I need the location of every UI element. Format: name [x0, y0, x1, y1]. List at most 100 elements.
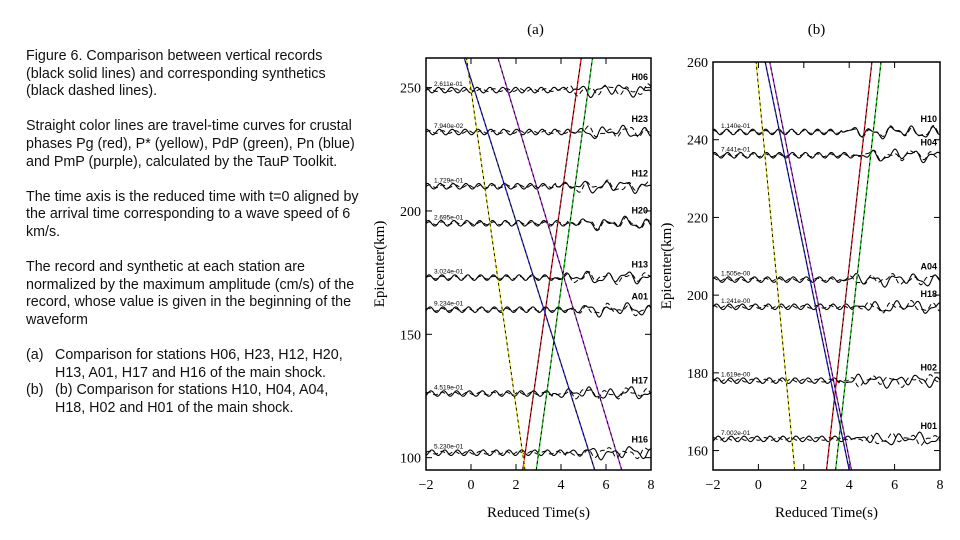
synthetic-waveform-H06 — [426, 83, 651, 97]
caption-item-b-marker: (b) — [26, 382, 44, 399]
travel-time-line-PmP — [769, 62, 853, 470]
plot-frame — [425, 57, 652, 471]
y-tick-label: 160 — [687, 445, 708, 460]
amplitude-label-H18: 1.241e-00 — [721, 298, 751, 305]
y-tick-label: 200 — [687, 289, 708, 304]
travel-time-line-Pn — [764, 62, 850, 470]
synthetic-waveform-A01 — [426, 302, 651, 317]
x-tick-label: 6 — [891, 478, 898, 493]
station-label-A01: A01 — [631, 292, 648, 302]
y-tick-label: 100 — [400, 452, 421, 467]
caption-item-a-text: Comparison for stations H06, H23, H12, H… — [55, 347, 343, 381]
x-axis-label: Reduced Time(s) — [487, 505, 590, 521]
travel-time-dash-PdP — [835, 62, 882, 470]
caption-item-b: (b) (b) Comparison for stations H10, H04… — [26, 382, 362, 417]
x-axis-label: Reduced Time(s) — [775, 505, 878, 521]
travel-time-dash-Pn — [463, 58, 596, 470]
caption-item-b-text: (b) Comparison for stations H10, H04, A0… — [55, 382, 329, 416]
amplitude-label-H13: 3.024e-01 — [434, 269, 464, 276]
record-waveform-A01 — [426, 302, 651, 318]
x-tick-label: 0 — [755, 478, 762, 493]
amplitude-label-H20: 2.695e-01 — [434, 214, 464, 221]
synthetic-waveform-H17 — [426, 387, 651, 400]
caption-item-a: (a) Comparison for stations H06, H23, H1… — [26, 347, 362, 382]
station-label-H10: H10 — [920, 114, 937, 124]
panel-label: (b) — [808, 22, 826, 38]
station-label-H12: H12 — [631, 168, 648, 178]
figure-caption: Figure 6. Comparison between vertical re… — [26, 48, 362, 417]
panel-label: (a) — [527, 22, 544, 38]
amplitude-label-A04: 1.505e-00 — [721, 271, 751, 278]
station-label-H18: H18 — [920, 289, 937, 299]
station-label-H17: H17 — [631, 376, 648, 386]
synthetic-waveform-H12 — [426, 179, 651, 193]
travel-time-line-Pstar — [465, 58, 526, 470]
station-label-H16: H16 — [631, 435, 648, 445]
x-tick-label: 4 — [558, 478, 565, 493]
x-tick-label: −2 — [419, 478, 434, 493]
record-waveform-A04 — [713, 272, 940, 288]
x-tick-label: 8 — [937, 478, 944, 493]
synthetic-waveform-H02 — [713, 374, 940, 388]
travel-time-line-PmP — [497, 58, 623, 470]
caption-phase-description: Straight color lines are travel-time cur… — [26, 118, 355, 170]
travel-time-dash-Pg — [826, 62, 873, 470]
x-tick-label: −2 — [706, 478, 721, 493]
travel-time-dash-Pstar — [755, 62, 796, 470]
station-label-H01: H01 — [920, 421, 937, 431]
amplitude-label-H17: 4.519e-01 — [434, 385, 464, 392]
synthetic-waveform-H10 — [713, 125, 940, 139]
station-label-A04: A04 — [920, 262, 937, 272]
amplitude-label-A01: 9.234e-01 — [434, 301, 464, 308]
record-waveform-H02 — [713, 373, 940, 389]
record-waveform-H06 — [426, 84, 651, 98]
plot-area — [713, 62, 940, 470]
chart-panel-a: 2.611e-01 H06 7.940e-02 H23 1.729e-01 H12 2.69… — [372, 22, 655, 521]
y-axis-label: Epicenter(km) — [659, 223, 675, 310]
amplitude-label-H01: 7.002e-01 — [721, 430, 751, 437]
x-tick-label: 4 — [846, 478, 853, 493]
synthetic-waveform-H04 — [713, 149, 940, 162]
synthetic-waveform-A04 — [713, 272, 940, 286]
synthetic-waveform-H01 — [713, 432, 940, 447]
caption-panel-list: (a) Comparison for stations H06, H23, H1… — [26, 347, 362, 417]
x-tick-label: 0 — [468, 478, 475, 493]
caption-normalization-description: The record and synthetic at each station… — [26, 259, 355, 328]
caption-item-a-marker: (a) — [26, 347, 44, 364]
y-axis-label: Epicenter(km) — [372, 221, 388, 308]
amplitude-label-H16: 5.230e-01 — [434, 444, 464, 451]
y-tick-label: 260 — [687, 56, 708, 71]
amplitude-label-H12: 1.729e-01 — [434, 177, 464, 184]
y-tick-label: 250 — [400, 82, 421, 97]
station-label-H06: H06 — [631, 72, 648, 82]
y-tick-label: 200 — [400, 205, 421, 220]
station-label-H13: H13 — [631, 260, 648, 270]
caption-time-axis-description: The time axis is the reduced time with t… — [26, 188, 359, 240]
amplitude-label-H23: 7.940e-02 — [434, 123, 464, 130]
caption-title: Figure 6. Comparison between vertical re… — [26, 48, 326, 100]
travel-time-line-Pg — [522, 58, 582, 470]
amplitude-label-H06: 2.611e-01 — [434, 81, 463, 88]
x-tick-label: 8 — [648, 478, 655, 493]
synthetic-waveform-H13 — [426, 271, 651, 285]
x-tick-label: 2 — [800, 478, 807, 493]
y-tick-label: 220 — [687, 211, 708, 226]
chart-panel-b: 1.140e-01 H10 7.441e-01 H04 1.505e-00 A04 1.24… — [659, 22, 944, 521]
amplitude-label-H04: 7.441e-01 — [721, 146, 751, 153]
amplitude-label-H10: 1.140e-01 — [721, 123, 751, 130]
y-tick-label: 150 — [400, 328, 421, 343]
station-label-H20: H20 — [631, 205, 648, 215]
plot-frame — [712, 61, 941, 471]
station-label-H02: H02 — [920, 363, 937, 373]
travel-time-line-PdP — [535, 58, 594, 470]
amplitude-label-H02: 1.619e-00 — [721, 372, 751, 379]
station-label-H04: H04 — [920, 137, 937, 147]
record-waveform-H01 — [713, 431, 940, 446]
x-tick-label: 6 — [603, 478, 610, 493]
synthetic-waveform-H23 — [426, 125, 651, 138]
synthetic-waveform-H20 — [426, 216, 651, 231]
synthetic-waveform-H18 — [713, 299, 940, 314]
station-label-H23: H23 — [631, 114, 648, 124]
x-tick-label: 2 — [513, 478, 520, 493]
